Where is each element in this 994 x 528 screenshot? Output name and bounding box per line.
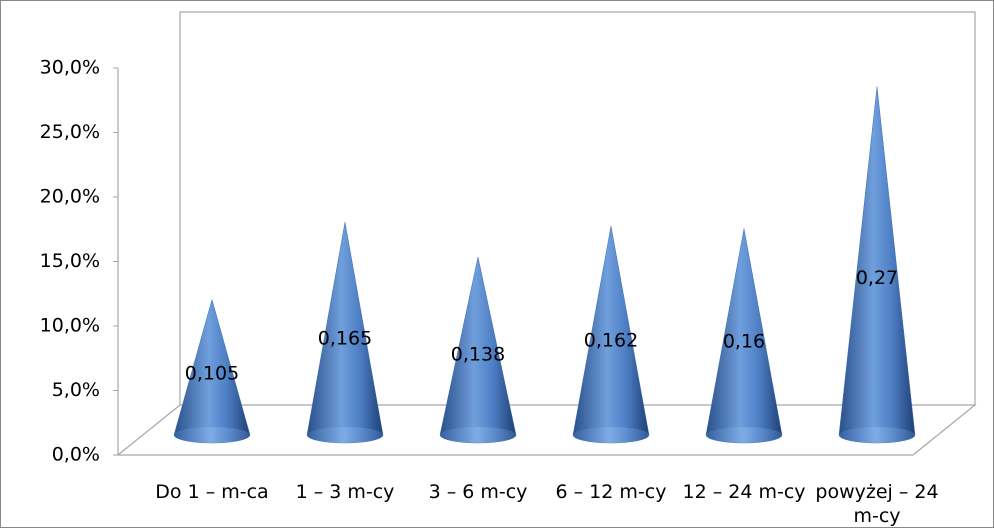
back-wall [179,11,976,405]
y-tick-label: 0,0% [52,444,100,466]
cone-base [706,427,782,443]
data-label: 0,16 [723,331,765,353]
data-label: 0,27 [856,267,898,289]
y-tick-label: 5,0% [52,379,100,401]
cone-base [839,427,915,443]
x-tick-label: 3 – 6 m-cy [428,481,528,503]
data-label: 0,138 [451,343,505,365]
cone-base [174,427,250,443]
x-tick-label: Do 1 – m-ca [155,481,269,503]
data-label: 0,162 [584,329,638,351]
y-tick-label: 30,0% [40,57,100,79]
data-label: 0,105 [185,363,239,385]
data-label: 0,165 [318,328,372,350]
cone-base [573,427,649,443]
x-tick-label: 12 – 24 m-cy [682,481,806,503]
cone-base [440,427,516,443]
y-tick-label: 25,0% [40,121,100,143]
x-tick-label: 6 – 12 m-cy [555,481,667,503]
x-tick-label: powyżej – 24 m-cy [815,481,939,527]
cone-base [307,427,383,443]
y-tick-label: 10,0% [40,315,100,337]
floor [116,404,977,456]
cone [838,86,916,444]
y-tick-label: 15,0% [40,250,100,272]
x-tick-label: 1 – 3 m-cy [295,481,395,503]
y-tick-label: 20,0% [40,186,100,208]
